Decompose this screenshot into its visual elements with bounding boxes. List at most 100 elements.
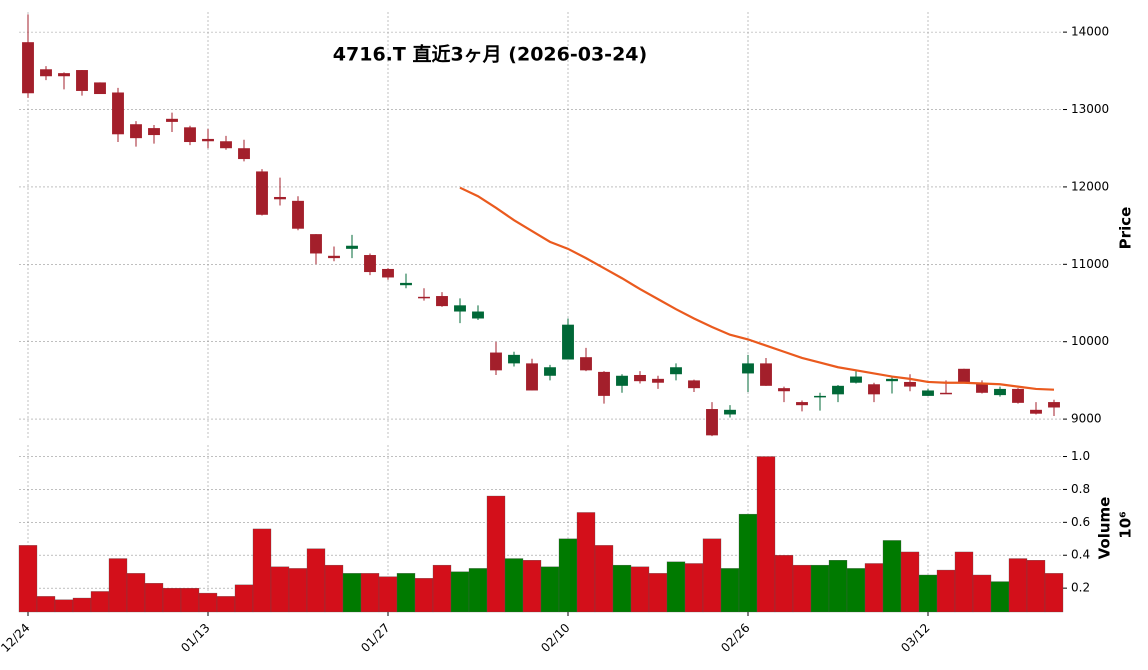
candle-body	[634, 374, 646, 382]
candle-body	[472, 311, 484, 319]
candle-body	[1012, 388, 1024, 403]
candle-body	[940, 392, 952, 395]
volume-bar	[540, 566, 560, 613]
volume-tick-label: 0.6	[1071, 515, 1090, 529]
candle-body	[328, 255, 340, 259]
candle-body	[544, 367, 556, 376]
y-tick-label: 9000	[1071, 412, 1102, 426]
volume-bar	[486, 495, 506, 613]
volume-bar	[360, 573, 380, 613]
candle-body	[598, 371, 610, 396]
candle-body	[166, 118, 178, 122]
candle-body	[436, 296, 448, 307]
volume-bar	[72, 597, 92, 613]
volume-bar	[828, 560, 848, 613]
candle-body	[220, 141, 232, 149]
candle-body	[112, 92, 124, 135]
volume-bar	[666, 561, 686, 613]
candle-body	[760, 363, 772, 386]
candle-body	[886, 378, 898, 382]
volume-bar	[324, 564, 344, 613]
chart-title: 4716.T 直近3ヶ月 (2026-03-24)	[333, 43, 647, 66]
candle-body	[814, 395, 826, 398]
volume-bar	[18, 545, 38, 613]
candle-body	[274, 196, 286, 200]
x-tick-label: 02/26	[718, 621, 752, 655]
candle-body	[454, 305, 466, 312]
candle-body	[562, 324, 574, 360]
candle-body	[490, 352, 502, 371]
volume-bar	[270, 566, 290, 613]
candle-body	[148, 128, 160, 136]
volume-bar	[792, 564, 812, 613]
x-tick-label: 01/27	[358, 621, 392, 655]
candle-body	[616, 375, 628, 386]
volume-bar	[1026, 560, 1046, 613]
candle-body	[346, 245, 358, 249]
volume-bar	[432, 564, 452, 613]
candle-body	[22, 42, 34, 94]
candle-body	[652, 378, 664, 383]
volume-bar	[936, 569, 956, 613]
volume-bar	[756, 456, 776, 613]
volume-bar	[702, 538, 722, 613]
candle-body	[1048, 402, 1060, 408]
volume-tick-label: 0.8	[1071, 482, 1090, 496]
volume-bar	[180, 587, 200, 613]
volume-bar	[720, 568, 740, 613]
candle-body	[742, 363, 754, 374]
y-tick-label: 13000	[1071, 102, 1109, 116]
candle-body	[526, 363, 538, 391]
volume-bar	[810, 564, 830, 613]
y-tick-label: 11000	[1071, 257, 1109, 271]
volume-bar	[738, 513, 758, 613]
volume-bar	[864, 563, 884, 613]
candle-body	[706, 409, 718, 436]
volume-bar	[648, 573, 668, 613]
volume-bar	[144, 583, 164, 613]
candle-body	[400, 282, 412, 286]
candle-body	[94, 82, 106, 95]
volume-bar	[612, 564, 632, 613]
volume-bar	[126, 573, 146, 613]
candle-body	[688, 380, 700, 389]
candle-body	[40, 69, 52, 77]
candle-body	[238, 148, 250, 160]
volume-bar	[108, 558, 128, 613]
candle-body	[508, 354, 520, 364]
volume-bar	[1008, 558, 1028, 613]
volume-bar	[684, 563, 704, 613]
candle-body	[76, 70, 88, 91]
volume-bar	[522, 560, 542, 613]
volume-bar	[414, 578, 434, 613]
candle-body	[958, 368, 970, 383]
x-tick-label: 03/12	[898, 621, 932, 655]
candle-body	[292, 200, 304, 229]
volume-bar	[288, 568, 308, 613]
candle-body	[382, 268, 394, 278]
x-tick-label: 01/13	[178, 621, 212, 655]
volume-tick-label: 1.0	[1071, 449, 1090, 463]
volume-tick-label: 0.4	[1071, 548, 1090, 562]
volume-bar	[504, 558, 524, 613]
volume-bar	[1044, 573, 1064, 613]
candle-body	[184, 127, 196, 143]
candle-body	[310, 234, 322, 254]
volume-bar	[594, 545, 614, 613]
volume-bar	[54, 599, 74, 613]
volume-bar	[954, 551, 974, 613]
candle-body	[580, 357, 592, 371]
candle-body	[670, 367, 682, 375]
y-tick-label: 10000	[1071, 334, 1109, 348]
volume-bar	[252, 528, 272, 613]
volume-bar	[234, 584, 254, 613]
candle-body	[850, 376, 862, 383]
volume-bar	[216, 596, 236, 613]
volume-bar	[846, 568, 866, 613]
volume-bar	[774, 555, 794, 613]
candle-body	[832, 385, 844, 395]
volume-bar	[990, 581, 1010, 613]
volume-bar	[306, 548, 326, 613]
x-tick-label: 02/10	[538, 621, 572, 655]
